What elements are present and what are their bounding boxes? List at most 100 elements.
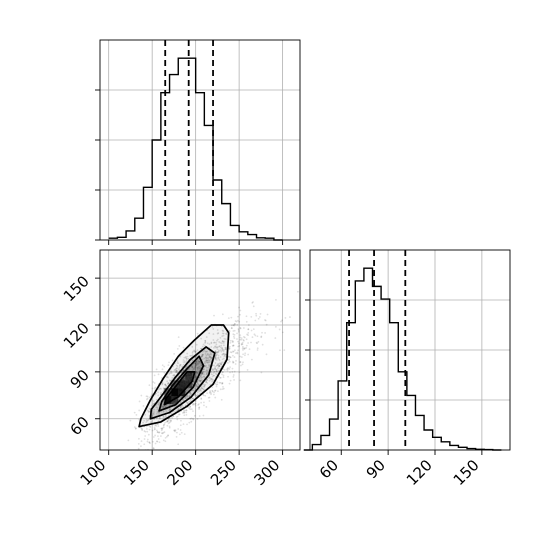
scatter-point: [239, 360, 242, 363]
scatter-point: [281, 319, 283, 322]
scatter-point: [195, 343, 198, 346]
scatter-point: [241, 341, 244, 344]
scatter-point: [260, 336, 263, 339]
scatter-point: [188, 407, 191, 410]
scatter-point: [239, 355, 242, 358]
scatter-point: [168, 407, 171, 410]
scatter-point: [237, 349, 239, 352]
scatter-point: [191, 365, 194, 368]
scatter-point: [201, 390, 203, 393]
scatter-point: [204, 362, 206, 365]
scatter-point: [169, 372, 172, 374]
scatter-point: [189, 374, 192, 377]
scatter-point: [182, 369, 185, 372]
scatter-point: [210, 377, 213, 380]
scatter-point: [187, 380, 190, 383]
scatter-point: [145, 425, 148, 428]
scatter-point: [147, 433, 150, 436]
scatter-point: [169, 380, 172, 382]
scatter-point: [185, 414, 188, 416]
histogram-y-panel: 60 90 120 150: [303, 249, 511, 489]
scatter-point: [208, 361, 211, 364]
scatter-point: [148, 384, 151, 387]
scatter-point: [240, 343, 243, 346]
scatter-point: [196, 394, 199, 397]
scatter-point: [196, 386, 198, 388]
scatter-point: [214, 356, 217, 359]
scatter-point: [211, 380, 214, 383]
scatter-point: [189, 417, 192, 420]
scatter-point: [168, 409, 170, 412]
scatter-point: [205, 350, 208, 353]
scatter-point: [284, 317, 287, 319]
scatter-point: [264, 319, 267, 322]
scatter-point: [178, 367, 181, 369]
scatter-point: [207, 353, 209, 355]
scatter-point: [157, 425, 160, 427]
scatter-point: [146, 395, 149, 398]
scatter-point: [215, 368, 218, 371]
scatter-point: [174, 430, 176, 433]
scatter-point: [154, 386, 157, 389]
scatter-point: [161, 368, 164, 371]
scatter-point: [213, 345, 216, 348]
scatter-point: [155, 417, 158, 420]
scatter-point: [195, 385, 198, 388]
scatter-point: [214, 358, 217, 361]
scatter-point: [161, 364, 164, 367]
scatter-point: [193, 362, 196, 365]
scatter-point: [183, 360, 186, 363]
scatter-point: [239, 309, 242, 312]
scatter-point: [140, 427, 143, 430]
scatter-point: [193, 350, 196, 353]
scatter-point: [193, 387, 196, 390]
scatter-point: [160, 410, 163, 413]
scatter-point: [187, 357, 190, 360]
scatter-point: [191, 372, 193, 375]
hist-y-xtick-label: 60: [316, 456, 342, 482]
scatter-point: [237, 329, 240, 332]
scatter-point: [184, 382, 187, 385]
scatter-point: [194, 394, 196, 397]
scatter-point: [206, 369, 208, 372]
scatter-point: [189, 393, 192, 396]
scatter-point: [204, 394, 207, 397]
scatter-point: [243, 348, 246, 350]
scatter-point: [209, 356, 211, 359]
scatter-point: [179, 401, 182, 404]
scatter-point: [231, 360, 234, 363]
scatter-point: [221, 329, 224, 332]
scatter-point: [201, 372, 204, 374]
scatter-point: [185, 381, 188, 383]
scatter-point: [191, 350, 194, 353]
scatter-point: [239, 313, 241, 316]
scatter-point: [192, 367, 195, 370]
scatter-point: [177, 336, 180, 339]
scatter-point: [173, 429, 176, 432]
scatter-point: [245, 344, 248, 347]
scatter-point: [221, 348, 224, 351]
scatter-point: [232, 333, 235, 336]
scatter-point: [194, 362, 197, 365]
scatter-point: [184, 396, 187, 399]
scatter-point: [151, 393, 153, 396]
scatter-point: [199, 389, 202, 392]
scatter-point: [155, 368, 158, 371]
scatter-point: [163, 431, 166, 433]
scatter-point: [205, 381, 208, 384]
scatter-point: [229, 351, 232, 353]
scatter-point: [231, 345, 234, 347]
scatter-point: [192, 410, 194, 413]
scatter-point: [221, 358, 224, 361]
scatter-point: [200, 364, 202, 367]
scatter-point: [220, 350, 223, 353]
scatter-point: [224, 338, 227, 341]
scatter-point: [164, 405, 167, 408]
scatter-point: [138, 409, 141, 412]
scatter-point: [148, 441, 151, 444]
scatter-point: [158, 417, 161, 420]
scatter-point: [187, 368, 190, 371]
scatter-point: [195, 376, 198, 379]
scatter-point: [197, 360, 200, 363]
scatter-point: [138, 437, 140, 440]
